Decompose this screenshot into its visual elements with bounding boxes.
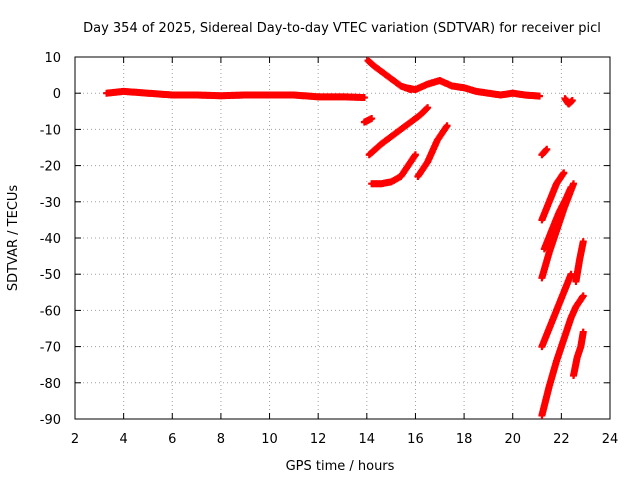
series-seg-21.3-a (538, 145, 551, 159)
series-track-14-16.5 (365, 104, 432, 159)
x-tick-label: 14 (359, 432, 376, 447)
y-tick-label: -30 (40, 196, 61, 211)
data-points (103, 57, 587, 419)
data-point (579, 292, 587, 300)
series-seg-22.6-22.9 (572, 238, 587, 285)
y-tick-label: 10 (44, 51, 61, 66)
y-tick-label: -50 (40, 268, 61, 283)
x-tick-label: 10 (261, 432, 278, 447)
y-axis-label: SDTVAR / TECUs (6, 185, 21, 292)
series-seg-21.2-b (538, 169, 568, 224)
axis-ticks (74, 56, 611, 420)
series-drop-14-16 (364, 57, 415, 94)
x-tick-label: 8 (217, 432, 225, 447)
data-point (560, 169, 568, 177)
series-stable-band (103, 87, 368, 102)
x-tick-label: 22 (553, 432, 570, 447)
series-seg-21.2-f (538, 292, 587, 419)
data-point (424, 104, 432, 112)
series-seg-21.2-e (538, 270, 575, 351)
data-point (535, 92, 543, 100)
y-tick-labels: 10 0 -10 -20 -30 -40 -50 -60 -70 -80 -90 (40, 51, 61, 428)
data-point (443, 122, 451, 130)
data-point (579, 328, 587, 336)
y-tick-label: -10 (40, 123, 61, 138)
x-tick-label: 18 (456, 432, 473, 447)
data-point (368, 115, 376, 123)
x-tick-label: 6 (168, 432, 176, 447)
x-axis-label: GPS time / hours (286, 459, 395, 474)
x-tick-label: 24 (602, 432, 619, 447)
data-point (543, 145, 551, 153)
x-tick-label: 4 (119, 432, 127, 447)
series-seg-22.3 (561, 95, 576, 108)
series-track-14-16 (368, 151, 419, 188)
y-tick-label: 0 (53, 87, 61, 102)
x-tick-label: 2 (71, 432, 79, 447)
y-tick-label: -70 (40, 341, 61, 356)
series-seg-22.5-22.9 (570, 328, 587, 380)
y-tick-label: -60 (40, 304, 61, 319)
x-tick-label: 16 (407, 432, 424, 447)
data-point (579, 238, 587, 246)
y-tick-label: -80 (40, 377, 61, 392)
data-point (567, 270, 575, 278)
y-tick-label: -90 (40, 413, 61, 428)
y-tick-label: -40 (40, 232, 61, 247)
x-tick-labels: 2 4 6 8 10 12 14 16 18 20 22 24 (71, 432, 618, 447)
data-point (570, 180, 578, 188)
data-point (568, 96, 576, 104)
data-point (360, 94, 368, 102)
series-arc-near-14 (360, 115, 376, 126)
y-tick-label: -20 (40, 160, 61, 175)
data-point (411, 151, 419, 159)
series-track-16-17.3 (414, 122, 451, 180)
series-mid-band (402, 77, 543, 100)
x-tick-label: 12 (310, 432, 327, 447)
series-seg-21.2-d (538, 180, 578, 282)
chart-title: Day 354 of 2025, Sidereal Day-to-day VTE… (83, 21, 601, 36)
grid (75, 57, 610, 419)
x-tick-label: 20 (504, 432, 521, 447)
